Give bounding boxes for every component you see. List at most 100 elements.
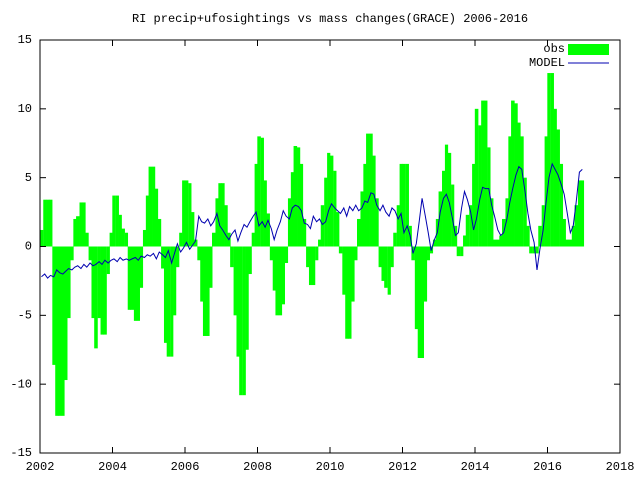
bar xyxy=(547,73,551,247)
bar xyxy=(342,246,346,295)
bar xyxy=(73,218,77,247)
bar xyxy=(293,146,298,247)
bar xyxy=(580,180,585,247)
bar xyxy=(327,152,331,247)
legend-label: obs xyxy=(543,42,565,56)
y-tick-label: 5 xyxy=(25,171,32,185)
y-tick-label: -5 xyxy=(18,309,32,323)
bar xyxy=(414,246,419,330)
bar xyxy=(492,239,497,247)
bar xyxy=(254,163,258,247)
bar xyxy=(272,246,276,291)
bar xyxy=(43,199,47,247)
bar xyxy=(363,163,367,247)
x-tick-label: 2012 xyxy=(388,460,417,474)
bar xyxy=(148,166,153,247)
bar xyxy=(369,133,373,247)
bar xyxy=(526,225,530,247)
bar xyxy=(577,180,582,247)
bar xyxy=(236,246,240,357)
bar xyxy=(490,198,494,247)
bar xyxy=(345,246,349,339)
bar xyxy=(79,202,83,247)
bar xyxy=(257,136,261,247)
bar xyxy=(209,246,213,288)
bar xyxy=(230,246,234,268)
bar xyxy=(338,246,343,254)
bar xyxy=(354,246,358,261)
bar xyxy=(544,136,548,247)
bar xyxy=(432,239,437,247)
bar xyxy=(118,214,122,247)
chart-title: RI precip+ufosightings vs mass changes(G… xyxy=(132,12,528,26)
bar xyxy=(299,163,304,247)
bar xyxy=(184,180,189,247)
bar xyxy=(390,246,394,268)
x-tick-label: 2004 xyxy=(98,460,127,474)
bar xyxy=(94,246,98,349)
bar xyxy=(318,239,322,247)
bar xyxy=(559,163,564,247)
bar xyxy=(212,232,216,247)
bar xyxy=(248,246,252,275)
bar xyxy=(242,246,246,396)
bar xyxy=(463,235,467,247)
bar xyxy=(483,100,488,247)
bar xyxy=(221,183,225,247)
bar xyxy=(97,246,101,319)
bar xyxy=(109,232,113,247)
bar xyxy=(251,232,255,247)
y-tick-label: 15 xyxy=(18,33,32,47)
bar xyxy=(324,177,328,247)
bar xyxy=(402,163,406,247)
bar xyxy=(218,183,222,247)
bar xyxy=(517,122,521,247)
bar xyxy=(191,212,195,247)
bar xyxy=(106,246,110,275)
bar xyxy=(233,246,237,316)
bar xyxy=(157,218,162,247)
bar xyxy=(85,232,89,247)
x-tick-label: 2018 xyxy=(606,460,635,474)
x-tick-label: 2008 xyxy=(243,460,272,474)
bar xyxy=(179,232,183,247)
bar xyxy=(76,216,80,247)
bar xyxy=(287,198,292,247)
bar xyxy=(465,214,470,247)
bar xyxy=(469,205,473,247)
bar xyxy=(375,198,379,247)
bar xyxy=(405,163,409,247)
bar xyxy=(115,195,119,247)
bar xyxy=(61,246,65,416)
bar xyxy=(538,225,542,247)
bar xyxy=(306,246,310,268)
bar xyxy=(372,155,376,247)
bar xyxy=(423,246,428,302)
bar xyxy=(568,239,573,247)
x-tick-label: 2014 xyxy=(461,460,490,474)
bar xyxy=(451,184,455,247)
bar xyxy=(139,246,144,288)
bar xyxy=(378,246,382,268)
bar xyxy=(381,246,385,281)
bar xyxy=(460,246,464,257)
bar xyxy=(239,246,243,396)
bar xyxy=(136,246,140,321)
bar xyxy=(281,246,285,305)
bar xyxy=(173,246,177,316)
bar xyxy=(438,191,443,247)
bar xyxy=(523,177,527,247)
bar xyxy=(487,147,491,247)
bar xyxy=(100,246,104,335)
bar xyxy=(48,199,53,247)
bar xyxy=(329,155,334,247)
bar xyxy=(67,246,71,319)
x-tick-label: 2002 xyxy=(26,460,55,474)
bar xyxy=(266,213,270,247)
bar xyxy=(278,246,283,316)
bar xyxy=(442,170,446,247)
bar xyxy=(163,246,168,343)
bar xyxy=(426,246,430,261)
bar xyxy=(245,246,249,350)
